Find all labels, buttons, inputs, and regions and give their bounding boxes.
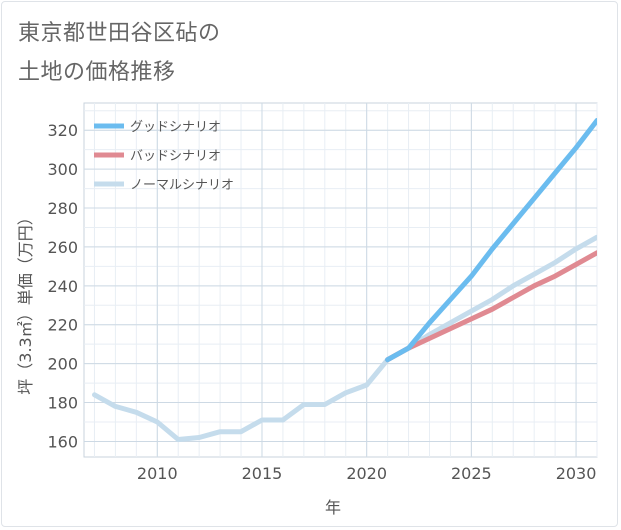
grid xyxy=(83,102,598,458)
series-line-normal xyxy=(92,234,597,442)
x-axis-title: 年 xyxy=(325,498,341,517)
legend-normal-label: ノーマルシナリオ xyxy=(130,178,234,193)
y-tick-label: 300 xyxy=(47,160,78,179)
y-tick-label: 160 xyxy=(47,432,78,451)
x-tick-label: 2020 xyxy=(346,464,387,483)
y-tick-label: 180 xyxy=(47,394,78,413)
y-tick-label: 280 xyxy=(47,199,78,218)
chart-title-line-2: 土地の価格推移 xyxy=(18,60,176,85)
y-tick-label: 240 xyxy=(47,277,78,296)
y-axis-title: 坪（3.3㎡）単価（万円） xyxy=(16,209,35,394)
x-tick-label: 2015 xyxy=(242,464,283,483)
legend-bad-label: バッドシナリオ xyxy=(130,149,221,164)
y-tick-label: 200 xyxy=(47,355,78,374)
axis-ticks: 2010 2015 2020 2025 2030 160 180 200 220 240 260 28… xyxy=(47,121,596,483)
legend-good-label: グッドシナリオ xyxy=(130,120,221,135)
series-lines xyxy=(92,118,597,442)
x-tick-label: 2010 xyxy=(137,464,178,483)
y-tick-label: 220 xyxy=(47,316,78,335)
x-tick-label: 2030 xyxy=(556,464,597,483)
y-tick-label: 260 xyxy=(47,238,78,257)
x-tick-label: 2025 xyxy=(451,464,492,483)
series-line-good xyxy=(385,118,597,363)
series-line-bad xyxy=(385,250,597,363)
y-tick-label: 320 xyxy=(47,121,78,140)
chart-title-line-1: 東京都世田谷区砧の xyxy=(18,21,221,46)
